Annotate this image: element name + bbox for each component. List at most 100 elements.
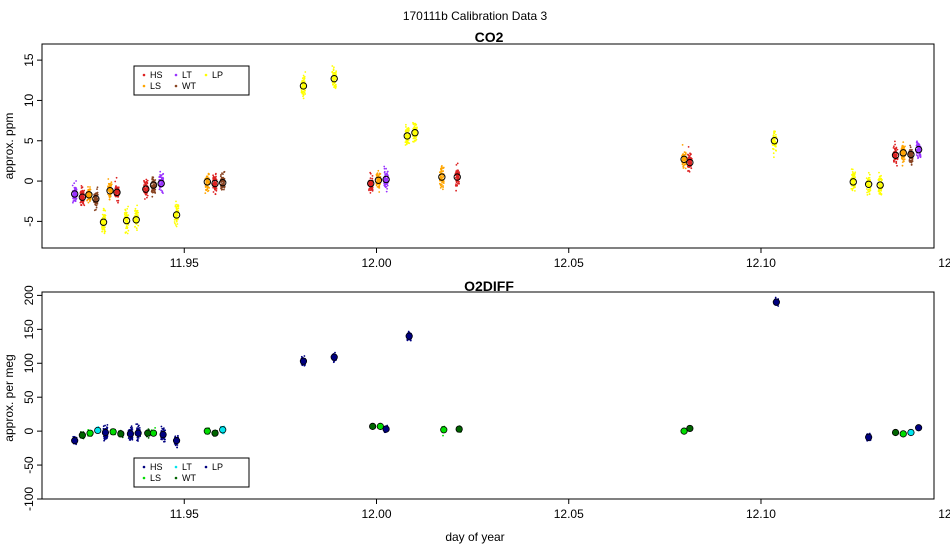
data-point — [108, 198, 111, 201]
data-point — [72, 200, 75, 203]
cluster-mean-marker — [149, 429, 158, 437]
co2-cluster — [113, 176, 121, 204]
data-point — [175, 212, 178, 215]
data-point — [174, 222, 176, 225]
cluster-mean-marker — [915, 424, 923, 432]
data-point — [163, 429, 166, 432]
data-point — [104, 220, 107, 223]
data-point — [455, 181, 458, 184]
data-point — [136, 209, 139, 212]
cluster-mean-marker — [113, 188, 121, 197]
cluster-mean-marker — [219, 178, 227, 187]
data-point — [109, 184, 112, 187]
data-point — [125, 218, 128, 221]
data-point — [682, 156, 685, 159]
data-point — [878, 192, 881, 195]
data-point — [204, 192, 207, 195]
data-point — [89, 193, 92, 196]
data-point — [117, 186, 120, 189]
data-point — [208, 187, 211, 189]
data-point — [223, 186, 226, 188]
data-point — [103, 230, 106, 233]
data-point — [212, 191, 215, 193]
data-point — [117, 199, 120, 202]
data-point — [331, 71, 334, 74]
cluster-mean-marker — [299, 82, 308, 90]
data-point — [894, 148, 897, 151]
legend-label: WT — [182, 81, 196, 91]
data-point — [136, 423, 139, 425]
data-point — [123, 213, 126, 216]
data-point — [456, 162, 459, 165]
o2diff-cluster — [203, 427, 211, 435]
o2diff-panel: O2DIFF approx. per meg 11.95 12.00 12.05 12… — [2, 278, 950, 521]
data-point — [334, 73, 337, 75]
data-point — [408, 134, 411, 137]
data-point — [441, 165, 443, 167]
data-point — [214, 181, 217, 184]
data-point — [133, 219, 136, 222]
cluster-mean-marker — [369, 422, 377, 430]
data-point — [878, 175, 881, 178]
legend-label: LS — [150, 473, 161, 483]
data-point — [442, 166, 445, 169]
data-point — [101, 228, 104, 231]
data-point — [909, 149, 912, 151]
y-tick-label: 50 — [22, 390, 36, 404]
legend-swatch — [174, 84, 178, 88]
data-point — [103, 437, 106, 439]
data-point — [334, 87, 337, 90]
data-point — [102, 207, 105, 210]
co2-cluster — [453, 162, 461, 192]
o2diff-cluster — [299, 355, 308, 367]
data-point — [682, 167, 685, 169]
cluster-mean-marker — [405, 332, 413, 340]
data-point — [221, 186, 224, 189]
y-tick-label: 10 — [22, 93, 36, 107]
cluster-mean-marker — [299, 357, 308, 365]
data-point — [383, 170, 386, 173]
data-point — [892, 147, 895, 149]
data-point — [86, 193, 89, 195]
data-point — [383, 167, 386, 170]
y-tick-label: 100 — [22, 353, 36, 373]
cluster-mean-marker — [78, 431, 86, 439]
legend-swatch — [174, 476, 178, 480]
data-point — [96, 191, 99, 194]
data-point — [917, 142, 920, 145]
data-point — [331, 65, 334, 67]
data-point — [116, 189, 119, 192]
data-point — [371, 177, 374, 180]
data-point — [775, 133, 777, 136]
data-point — [866, 194, 869, 196]
cluster-mean-marker — [411, 128, 419, 137]
data-point — [774, 145, 777, 148]
data-point — [909, 159, 912, 162]
data-point — [81, 194, 84, 197]
data-point — [303, 91, 306, 94]
data-point — [412, 127, 415, 130]
o2diff-cluster — [455, 425, 463, 433]
data-point — [175, 200, 177, 203]
data-point — [174, 224, 177, 226]
data-point — [175, 208, 178, 211]
co2-cluster — [382, 165, 390, 193]
data-point — [902, 156, 905, 159]
data-point — [405, 140, 408, 142]
data-point — [909, 146, 912, 149]
cluster-mean-marker — [686, 424, 694, 433]
data-point — [773, 140, 776, 143]
co2-cluster — [157, 170, 165, 195]
o2diff-cluster — [86, 429, 94, 437]
data-point — [162, 437, 165, 440]
data-point — [302, 79, 305, 82]
data-point — [412, 140, 414, 143]
cluster-mean-marker — [899, 430, 907, 438]
o2diff-cluster — [149, 427, 158, 437]
data-point — [301, 77, 304, 80]
data-point — [851, 180, 854, 183]
data-point — [160, 174, 163, 177]
co2-points — [70, 65, 923, 235]
